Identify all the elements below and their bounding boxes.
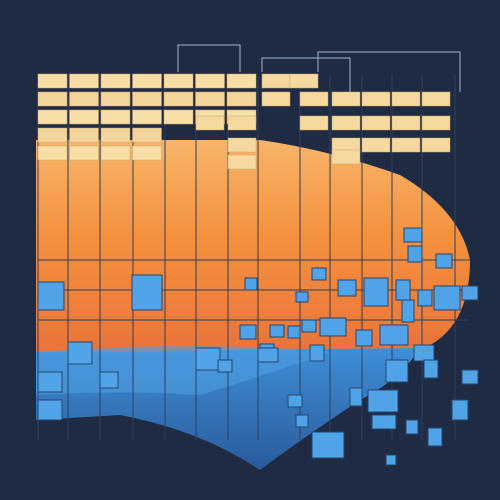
blue-box [239,324,257,340]
cell [361,137,391,153]
blue-box [413,344,435,362]
blue-box [385,454,397,466]
cell [163,109,194,125]
cell [299,115,329,131]
blue-box [244,277,258,291]
cell [132,127,162,143]
blue-box [371,414,397,430]
blue-box [99,371,119,389]
cell [163,73,194,89]
cell [69,145,99,161]
blue-box [417,289,433,307]
cell [227,154,257,170]
connectors [177,44,461,92]
cell [361,91,391,107]
cell [37,109,68,125]
cell [331,115,361,131]
blue-box [295,291,309,303]
cell [195,73,225,89]
cell [261,73,291,89]
cell [226,91,257,107]
blue-box [349,387,363,407]
cell [195,115,225,131]
blue-box [217,359,233,373]
cell [100,73,131,89]
cell [227,137,257,153]
blue-box [131,274,163,311]
blue-box [395,279,411,301]
blue-box [319,317,347,337]
cell [100,145,131,161]
cell [391,115,421,131]
blue-box [301,319,317,333]
cell [195,91,225,107]
blue-box [451,399,469,421]
blue-boxes [37,227,479,466]
cell [37,91,68,107]
cell [37,127,68,143]
cell [69,127,99,143]
blue-box [407,245,423,263]
cell [163,91,194,107]
blue-box [287,325,301,339]
cell [132,91,162,107]
blue-box [385,359,409,383]
blue-box [363,277,389,307]
cell [261,91,291,107]
cell [37,145,68,161]
blue-box [295,414,309,428]
blue-box [287,394,303,408]
blue-box [37,399,63,421]
blue-box [367,389,399,413]
cell [391,137,421,153]
blue-box [461,369,479,385]
cell [100,127,131,143]
cell [132,109,162,125]
cell [100,109,131,125]
blue-box [195,347,221,371]
blue-box [401,299,415,323]
cell [227,115,257,131]
blue-box [379,324,409,346]
cell [421,115,451,131]
blue-box [423,359,439,379]
blue-box [257,347,279,363]
cell [299,91,329,107]
cell [69,109,99,125]
cell [331,91,361,107]
cell [421,137,451,153]
cell [132,73,162,89]
blue-box [37,371,63,393]
blue-box [405,419,419,435]
blue-box [309,344,325,362]
blue-box [67,341,93,365]
cell [226,73,257,89]
cell [37,73,68,89]
blue-box [461,285,479,301]
blue-box [403,227,423,243]
cell [391,91,421,107]
cell [421,91,451,107]
cell [331,149,361,165]
cell [69,73,99,89]
blue-box [435,253,453,269]
blue-box [355,329,373,347]
cell-grid [37,73,451,170]
cell [289,73,319,89]
blue-box [433,285,461,311]
blue-box [311,431,345,459]
cell [100,91,131,107]
cell [69,91,99,107]
blue-box [37,281,65,311]
blue-box [269,324,285,338]
blue-box [427,427,443,447]
cell [132,145,162,161]
blue-box [311,267,327,281]
cell [361,115,391,131]
blue-box [337,279,357,297]
